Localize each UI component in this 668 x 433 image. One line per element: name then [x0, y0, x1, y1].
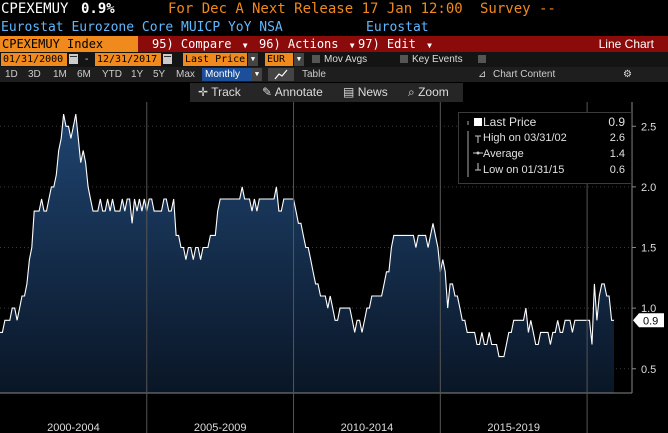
news-button[interactable]: ▤ News [343, 83, 388, 102]
annotate-label: Annotate [274, 85, 323, 99]
chevron-down-icon: ▼ [242, 41, 248, 50]
track-label: Track [211, 85, 241, 99]
compare-menu[interactable]: 95) Compare ▼ [152, 36, 248, 52]
chevron-down-icon[interactable]: ▼ [252, 68, 262, 81]
last-price-swatch [474, 118, 482, 126]
ticker-code: CPEXEMUY [1, 1, 69, 17]
pen-icon: ✎ [262, 85, 273, 99]
crosshair-icon: ✛ [198, 85, 209, 99]
table-toggle[interactable]: Table [302, 69, 326, 80]
legend-average-label: Average [483, 148, 524, 160]
mov-avgs-checkbox[interactable] [312, 55, 320, 63]
legend-low-value: 0.6 [609, 164, 625, 176]
security-description-row: Eurostat Eurozone Core MUICP YoY NSA Eur… [0, 20, 668, 36]
survey: Survey -- [480, 1, 556, 17]
track-button[interactable]: ✛ Track [198, 83, 241, 102]
chevron-down-icon: ▼ [349, 41, 355, 50]
calendar-icon[interactable] [69, 54, 78, 64]
period-3d[interactable]: 3D [28, 69, 41, 80]
gear-icon[interactable]: ⚙ [623, 69, 632, 80]
edit-menu[interactable]: 97) Edit ▼ [358, 36, 432, 52]
y-tick-label: 0.5 [641, 364, 656, 376]
period-1d[interactable]: 1D [5, 69, 18, 80]
start-date-field[interactable]: 01/31/2000 [1, 53, 67, 66]
view-type-label: Line Chart [598, 37, 654, 51]
legend-high-value: 2.6 [609, 132, 625, 144]
key-events-options-checkbox[interactable] [478, 55, 486, 63]
price-field-select[interactable]: Last Price [183, 53, 247, 66]
actions-menu-number: 96) [259, 37, 281, 51]
legend-average-value: 1.4 [609, 148, 625, 160]
line-chart-icon [274, 69, 288, 80]
magnifier-icon: ⌕ [408, 85, 415, 99]
calendar-icon[interactable] [163, 54, 172, 64]
period-bar: 1D 3D 1M 6M YTD 1Y 5Y Max Monthly ▼ Tabl… [0, 67, 668, 82]
legend-low-label: Low on 01/31/15 [483, 164, 565, 176]
currency-select[interactable]: EUR [265, 53, 293, 66]
news-icon: ▤ [343, 85, 355, 99]
x-tick-label: 2005-2009 [194, 422, 247, 433]
chart-content-icon[interactable]: ⊿ [478, 69, 487, 80]
y-axis-ticks: 0.5 1.0 1.5 2.0 2.5 [632, 121, 656, 376]
data-source: Eurostat [366, 20, 429, 35]
annotate-button[interactable]: ✎ Annotate [262, 83, 323, 102]
x-axis-ticks: 2000-2004 2005-2009 2010-2014 2015-2019 [47, 102, 588, 433]
last-price-tag: 0.9 [633, 313, 664, 328]
compare-menu-label: Compare [180, 37, 232, 51]
period-ytd[interactable]: YTD [102, 69, 122, 80]
chart-content-button[interactable]: Chart Content [493, 69, 556, 80]
actions-menu[interactable]: 96) Actions ▼ [259, 36, 355, 52]
zoom-label: Zoom [418, 85, 449, 99]
period-1y[interactable]: 1Y [131, 69, 144, 80]
price-area-fill [0, 114, 614, 393]
mov-avgs-label: Mov Avgs [324, 54, 368, 65]
legend-last-price-label: Last Price [483, 115, 537, 129]
edit-menu-label: Edit [386, 37, 416, 51]
price-chart[interactable]: 0.5 1.0 1.5 2.0 2.5 2000-2004 2005-2009 2010-2… [0, 82, 668, 433]
date-separator: - [85, 54, 89, 65]
frequency-select[interactable]: Monthly [202, 68, 256, 81]
chevron-down-icon[interactable]: ▼ [248, 53, 258, 66]
key-events-checkbox[interactable] [400, 55, 408, 63]
security-header: CPEXEMUY 0.9% For Dec A Next Release 17 … [0, 0, 668, 20]
x-tick-label: 2010-2014 [341, 422, 394, 433]
parameter-bar: 01/31/2000 - 12/31/2017 Last Price ▼ EUR… [0, 52, 668, 67]
compare-menu-number: 95) [152, 37, 174, 51]
chart-toolbar: ✛ Track ✎ Annotate ▤ News ⌕ Zoom [190, 83, 463, 102]
edit-menu-number: 97) [358, 37, 380, 51]
security-description: Eurostat Eurozone Core MUICP YoY NSA [1, 20, 283, 35]
chevron-down-icon[interactable]: ▼ [294, 53, 304, 66]
x-tick-label: 2000-2004 [47, 422, 100, 433]
next-release: Next Release 17 Jan 12:00 [252, 1, 463, 17]
period-6m[interactable]: 6M [77, 69, 91, 80]
chart-icon[interactable] [268, 68, 294, 81]
price-series-line [0, 113, 614, 358]
legend-high-label: High on 03/31/02 [483, 132, 567, 144]
last-price-tag-label: 0.9 [643, 315, 658, 327]
legend-markers [467, 118, 483, 177]
zoom-button[interactable]: ⌕ Zoom [408, 83, 449, 102]
actions-menu-label: Actions [287, 37, 339, 51]
ticker-input[interactable]: CPEXEMUY Index [0, 36, 138, 52]
x-tick-label: 2015-2019 [487, 422, 540, 433]
y-tick-label: 2.5 [641, 121, 656, 133]
key-events-label: Key Events [412, 54, 463, 65]
period-label: For Dec A [168, 1, 244, 17]
chart-legend[interactable]: Last Price 0.9 High on 03/31/02 2.6 Aver… [458, 112, 632, 184]
chevron-down-icon: ▼ [427, 41, 432, 50]
legend-last-price-value: 0.9 [608, 115, 625, 129]
period-max[interactable]: Max [176, 69, 195, 80]
last-value: 0.9% [81, 1, 115, 17]
period-1m[interactable]: 1M [53, 69, 67, 80]
menu-bar: CPEXEMUY Index 95) Compare ▼ 96) Actions… [0, 36, 668, 52]
end-date-field[interactable]: 12/31/2017 [95, 53, 161, 66]
y-tick-label: 1.5 [641, 243, 656, 255]
news-label: News [357, 85, 388, 99]
y-tick-label: 1.0 [641, 303, 656, 315]
period-5y[interactable]: 5Y [153, 69, 166, 80]
y-tick-label: 2.0 [641, 182, 656, 194]
